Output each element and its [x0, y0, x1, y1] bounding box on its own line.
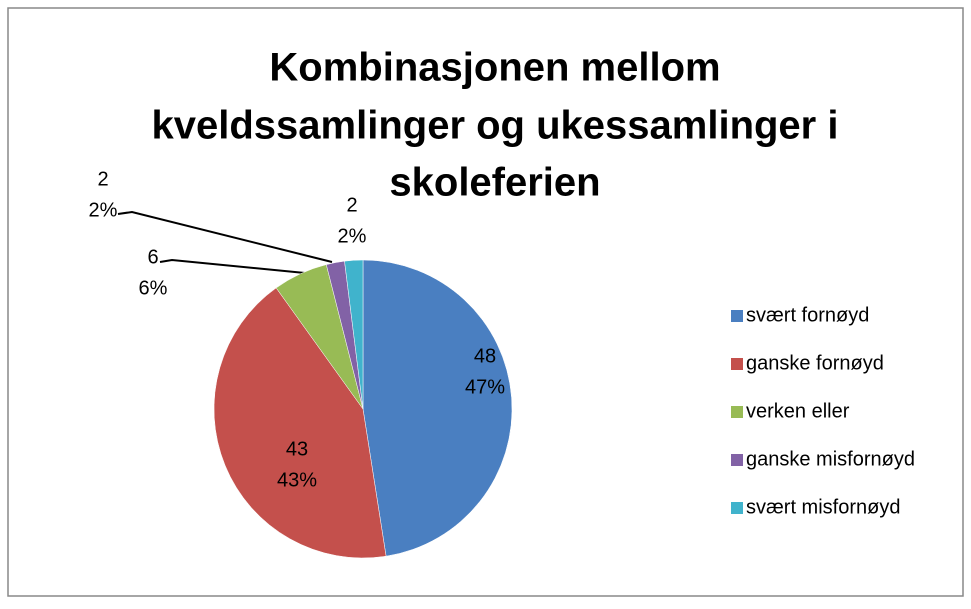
legend-swatch	[731, 310, 743, 322]
data-label: 2%	[338, 225, 367, 247]
pie-slice	[213, 287, 387, 559]
chart-title: skoleferien	[389, 161, 600, 205]
leader-line	[159, 258, 306, 274]
leader-line	[117, 210, 333, 263]
legend-label: verken eller	[746, 400, 850, 422]
data-label: 6	[147, 246, 158, 268]
data-label: 43	[286, 438, 308, 460]
pie-slice	[344, 259, 364, 410]
chart-title: kveldssamlinger og ukessamlinger i	[152, 104, 839, 148]
legend-swatch	[731, 358, 743, 370]
chart-frame	[7, 7, 964, 597]
legend-swatch	[731, 454, 743, 466]
data-label: 2	[346, 194, 357, 216]
legend-swatch	[731, 502, 743, 514]
data-label: 2%	[89, 199, 118, 221]
chart-title: Kombinasjonen mellom	[269, 46, 720, 90]
legend-label: svært misfornøyd	[746, 496, 900, 518]
data-label: 48	[474, 345, 496, 367]
data-label: 47%	[465, 376, 505, 398]
legend-label: ganske fornøyd	[746, 352, 884, 374]
legend-swatch	[731, 406, 743, 418]
data-label: 2	[97, 168, 108, 190]
data-label: 43%	[277, 469, 317, 491]
pie-slice	[362, 259, 513, 557]
legend-label: ganske misfornøyd	[746, 448, 915, 470]
data-label: 6%	[139, 277, 168, 299]
legend-label: svært fornøyd	[746, 304, 869, 326]
